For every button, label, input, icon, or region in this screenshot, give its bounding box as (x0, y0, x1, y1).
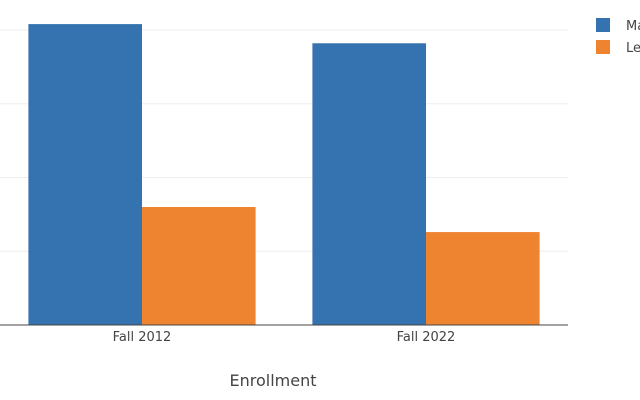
bar-series2-cat2 (426, 232, 540, 325)
legend-swatch-1 (596, 18, 610, 32)
bar-series1-cat1 (28, 24, 142, 325)
bars (28, 24, 540, 326)
bar-series1-cat2 (312, 43, 426, 326)
legend-label-1: Ma (626, 19, 640, 34)
legend: Ma Le (596, 18, 640, 56)
x-tick-label-2: Fall 2022 (397, 330, 456, 345)
x-tick-labels: Fall 2012 Fall 2022 (113, 330, 456, 345)
x-axis-title: Enrollment (230, 371, 317, 390)
legend-label-2: Le (626, 41, 640, 56)
legend-swatch-2 (596, 40, 610, 54)
bar-series2-cat1 (142, 207, 256, 325)
x-tick-label-1: Fall 2012 (113, 330, 172, 345)
